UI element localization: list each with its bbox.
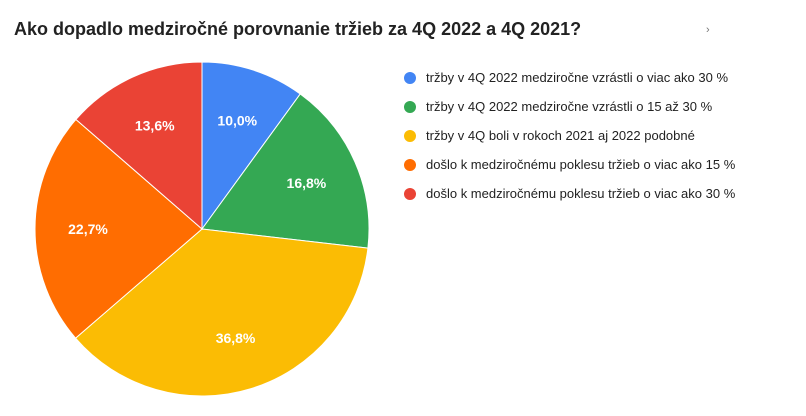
slice-label-3: 22,7%	[68, 221, 108, 237]
legend-swatch-icon	[404, 71, 416, 84]
legend-label: tržby v 4Q 2022 medziročne vzrástli o vi…	[426, 70, 729, 85]
legend-item-3[interactable]: došlo k medziročnému poklesu tržieb o vi…	[404, 150, 735, 179]
slice-label-2: 36,8%	[216, 330, 256, 346]
legend-label: tržby v 4Q 2022 medziročne vzrástli o 15…	[426, 99, 713, 114]
chart-legend: tržby v 4Q 2022 medziročne vzrástli o vi…	[404, 63, 735, 208]
legend-item-4[interactable]: došlo k medziročnému poklesu tržieb o vi…	[404, 179, 735, 208]
pie-slice-4[interactable]	[75, 61, 203, 231]
pie-slice-3[interactable]	[34, 118, 203, 339]
pie-slice-1[interactable]	[201, 93, 370, 249]
chart-title: Ako dopadlo medziročné porovnanie tržieb…	[14, 19, 582, 39]
legend-item-1[interactable]: tržby v 4Q 2022 medziročne vzrástli o 15…	[404, 92, 735, 121]
legend-swatch-icon	[404, 158, 416, 171]
legend-label: došlo k medziročnému poklesu tržieb o vi…	[426, 157, 736, 172]
legend-swatch-icon	[404, 187, 416, 200]
legend-label: tržby v 4Q boli v rokoch 2021 aj 2022 po…	[426, 128, 695, 143]
legend-swatch-icon	[404, 129, 416, 142]
legend-swatch-icon	[404, 100, 416, 113]
more-options-icon[interactable]: ›	[706, 24, 710, 36]
legend-item-2[interactable]: tržby v 4Q boli v rokoch 2021 aj 2022 po…	[404, 121, 735, 150]
legend-item-0[interactable]: tržby v 4Q 2022 medziročne vzrástli o vi…	[404, 63, 735, 92]
pie-slice-2[interactable]	[74, 228, 369, 397]
slice-label-0: 10,0%	[217, 113, 257, 129]
pie-slice-0[interactable]	[201, 61, 301, 231]
slice-label-4: 13,6%	[135, 117, 175, 133]
legend-label: došlo k medziročnému poklesu tržieb o vi…	[426, 186, 736, 201]
slice-label-1: 16,8%	[287, 175, 327, 191]
